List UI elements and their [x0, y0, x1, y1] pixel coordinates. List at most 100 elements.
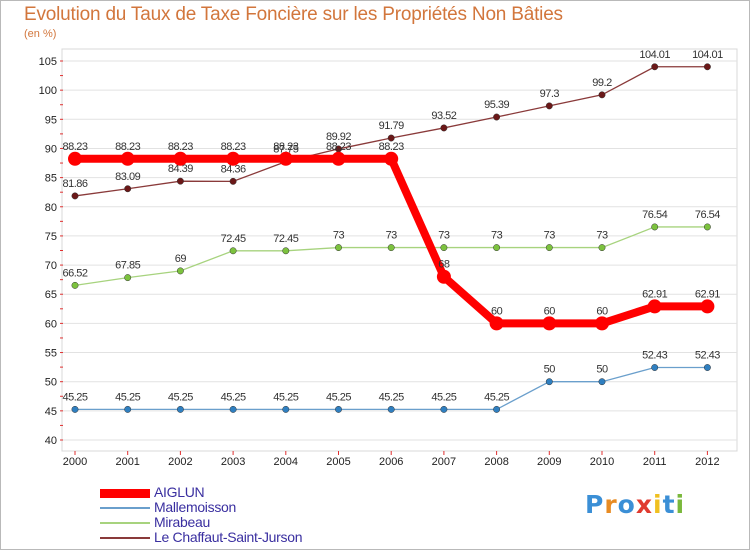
data-label: 66.52	[62, 267, 87, 279]
data-label: 45.25	[431, 391, 456, 403]
data-point	[124, 185, 132, 193]
legend-label: Le Chaffaut-Saint-Jurson	[154, 529, 303, 545]
data-label: 73	[386, 230, 398, 242]
data-point	[176, 267, 184, 275]
logo-letter: i	[675, 490, 686, 519]
data-label: 84.39	[168, 163, 193, 175]
logo-letter: t	[662, 490, 676, 519]
data-point	[545, 102, 553, 110]
data-label: 62.91	[642, 288, 667, 300]
data-point	[703, 364, 711, 371]
data-point	[384, 151, 399, 166]
legend-label: AIGLUN	[154, 484, 205, 500]
data-label: 45.25	[115, 391, 140, 403]
x-tick-label: 2004	[274, 456, 298, 468]
data-point	[173, 151, 188, 166]
plot-area	[61, 48, 738, 452]
data-point	[229, 405, 237, 413]
data-point	[387, 134, 395, 142]
y-tick-label: 80	[45, 202, 57, 214]
data-point	[331, 151, 346, 166]
series-mirabeau: 66.52 67.85 69 72.45 72.45 73 73 73 73 73 73 76.54 7…	[62, 209, 721, 289]
legend-label: Mallemoisson	[154, 499, 236, 515]
data-point	[229, 177, 237, 185]
data-point	[647, 299, 662, 314]
x-tick-label: 2007	[432, 456, 456, 468]
data-label: 99.2	[592, 77, 612, 89]
data-label: 76.54	[695, 209, 720, 221]
data-label: 76.54	[642, 209, 667, 221]
data-point	[226, 151, 241, 166]
x-tick-label: 2005	[326, 456, 350, 468]
data-label: 88.23	[115, 141, 140, 153]
data-point	[542, 316, 557, 331]
data-point	[282, 247, 290, 255]
data-point	[493, 244, 501, 252]
chart-subtitle: (en %)	[24, 28, 57, 40]
logo-letter: o	[617, 490, 636, 519]
data-label: 88.23	[379, 141, 404, 153]
x-tick-label: 2010	[590, 456, 614, 468]
data-label: 91.79	[379, 120, 404, 132]
data-label: 52.43	[695, 350, 720, 362]
data-label: 45.25	[379, 391, 404, 403]
x-tick-label: 2009	[537, 456, 561, 468]
series-le-chaffaut-saint-jurson: 81.86 83.09 84.39 84.36 87.75 89.92 91.79 93.52…	[62, 49, 724, 200]
data-label: 88.23	[62, 141, 87, 153]
data-label: 45.25	[326, 391, 351, 403]
data-label: 87.75	[273, 144, 298, 156]
data-point	[282, 405, 290, 413]
data-point	[124, 274, 132, 282]
data-point	[278, 151, 293, 166]
data-point	[387, 405, 395, 413]
data-point	[71, 281, 79, 289]
logo-letter: r	[604, 490, 618, 519]
data-point	[651, 223, 659, 231]
proxiti-logo: Proxiti	[585, 490, 685, 519]
y-tick-label: 90	[45, 143, 57, 155]
data-point	[598, 244, 606, 252]
y-tick-label: 50	[45, 377, 57, 389]
data-label: 72.45	[273, 233, 298, 245]
data-label: 88.23	[326, 141, 351, 153]
data-label: 50	[544, 364, 556, 376]
data-label: 73	[544, 230, 556, 242]
data-point	[595, 316, 609, 331]
data-label: 72.45	[221, 233, 246, 245]
legend-label: Mirabeau	[154, 514, 210, 530]
data-point	[124, 405, 132, 413]
y-tick-label: 40	[45, 435, 57, 447]
data-point	[120, 151, 135, 166]
data-label: 81.86	[62, 178, 87, 190]
x-tick-label: 2003	[221, 456, 245, 468]
y-tick-label: 70	[45, 260, 57, 272]
data-label: 60	[544, 305, 556, 317]
data-label: 45.25	[273, 391, 298, 403]
data-point	[489, 316, 504, 331]
x-tick-label: 2011	[643, 456, 667, 468]
data-point	[440, 405, 448, 413]
data-point	[71, 192, 79, 200]
data-point	[176, 405, 184, 413]
data-label: 104.01	[692, 49, 723, 61]
data-label: 60	[596, 305, 608, 317]
data-point	[335, 244, 342, 252]
data-point	[545, 378, 553, 386]
x-axis: 2000 2001 2002 2003 2004 2005 2006 2007 2008 2009…	[63, 451, 720, 468]
data-label: 67.85	[115, 260, 140, 272]
y-tick-label: 65	[45, 289, 57, 301]
data-point	[598, 378, 606, 386]
x-tick-label: 2002	[168, 456, 192, 468]
data-label: 52.43	[642, 350, 667, 362]
data-point	[229, 247, 237, 255]
x-tick-label: 2000	[63, 456, 87, 468]
data-label: 88.23	[221, 141, 246, 153]
logo-letter: x	[635, 490, 653, 519]
chart-title: Evolution du Taux de Taxe Foncière sur l…	[24, 4, 563, 25]
data-point	[493, 405, 501, 413]
data-label: 89.92	[326, 131, 351, 143]
data-point	[176, 177, 184, 185]
data-point	[545, 244, 553, 252]
data-point	[440, 244, 448, 252]
